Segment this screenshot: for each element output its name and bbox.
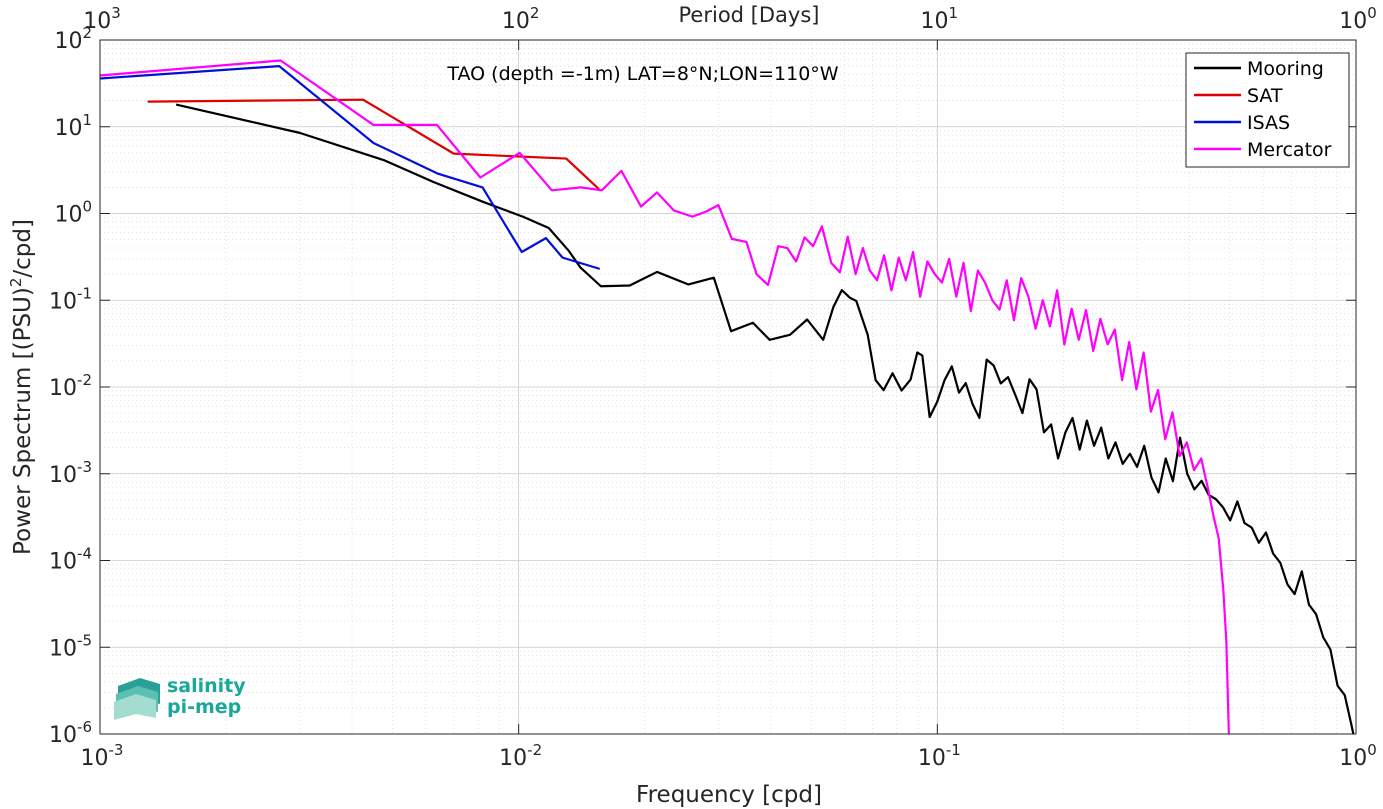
y-tick-label: 10-6 [49,718,92,748]
minor-grid [100,40,1356,734]
y-tick-label: 102 [54,24,92,54]
series-line-mercator [100,59,1230,734]
legend-label-mercator: Mercator [1247,139,1332,161]
x-tick-label: 10-2 [499,741,542,771]
legend: Mooring SAT ISAS Mercator [1185,52,1350,168]
y-tick-label: 10-1 [49,284,92,314]
series-line-sat [147,98,600,191]
x-tick-label: 10-3 [81,741,124,771]
series-line-isas [100,65,601,270]
y-axis-label: Power Spectrum [(PSU)2/cpd] [7,219,36,555]
legend-label-isas: ISAS [1247,112,1290,134]
top-axis-label: Period [Days] [679,3,820,27]
legend-label-mooring: Mooring [1247,58,1324,80]
y-tick-label: 10-2 [49,371,92,401]
top-tick-label: 101 [921,4,959,34]
y-tick-label: 10-4 [49,545,92,575]
y-tick-label: 10-5 [49,631,92,661]
chart-title: TAO (depth =-1m) LAT=8°N;LON=110°W [446,63,838,85]
tick-marks [99,39,1357,735]
y-tick-label: 10-3 [49,458,92,488]
series-line-mooring [175,103,1355,734]
x-tick-label: 100 [1339,741,1377,771]
logo-line-2: pi-mep [167,696,241,718]
series-layer [100,59,1355,734]
top-tick-labels: 103 102 101 100 [83,4,1377,34]
top-tick-label: 102 [502,4,540,34]
x-tick-label: 10-1 [918,741,961,771]
y-axis-label-sup: 2 [7,278,25,288]
x-axis-label: Frequency [cpd] [636,782,822,808]
wave-layers-icon [114,678,160,720]
legend-box [1185,52,1350,168]
y-tick-labels: 10-6 10-5 10-4 10-3 10-2 10-1 100 101 102 [49,24,92,748]
legend-label-sat: SAT [1247,85,1283,107]
salinity-pi-mep-logo: salinity pi-mep [114,675,246,720]
y-axis-label-tail: /cpd] [10,219,36,278]
top-tick-label: 103 [83,4,121,34]
x-tick-labels: 10-3 10-2 10-1 100 [81,741,1377,771]
y-tick-label: 100 [54,198,92,228]
top-tick-label: 100 [1339,4,1377,34]
y-axis-label-main: Power Spectrum [(PSU) [10,287,36,555]
logo-line-1: salinity [167,675,246,697]
y-tick-label: 101 [54,111,92,141]
